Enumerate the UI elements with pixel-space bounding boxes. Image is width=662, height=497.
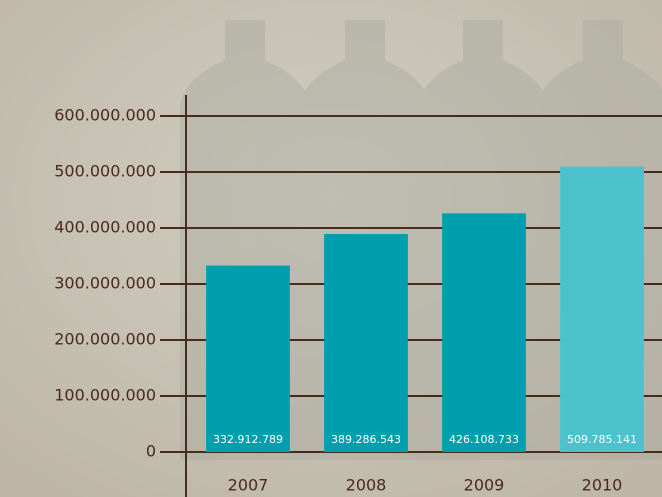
- bar: [324, 233, 408, 452]
- y-tick-label: 300.000.000: [54, 274, 156, 293]
- value-label: 332.912.789: [213, 433, 283, 446]
- x-tick-label: 2010: [582, 476, 623, 495]
- y-tick-label: 600.000.000: [54, 106, 156, 125]
- x-tick-label: 2009: [464, 476, 505, 495]
- bar: [442, 213, 526, 452]
- y-tick-label: 400.000.000: [54, 218, 156, 237]
- bar: [560, 166, 644, 452]
- bar: [206, 265, 290, 452]
- y-tick-label: 0: [146, 442, 156, 461]
- value-label: 426.108.733: [449, 433, 519, 446]
- x-tick-label: 2008: [346, 476, 387, 495]
- x-tick-label: 2007: [228, 476, 269, 495]
- y-tick-label: 200.000.000: [54, 330, 156, 349]
- value-label: 389.286.543: [331, 433, 401, 446]
- y-tick-label: 500.000.000: [54, 162, 156, 181]
- y-tick-label: 100.000.000: [54, 386, 156, 405]
- value-label: 509.785.141: [567, 433, 637, 446]
